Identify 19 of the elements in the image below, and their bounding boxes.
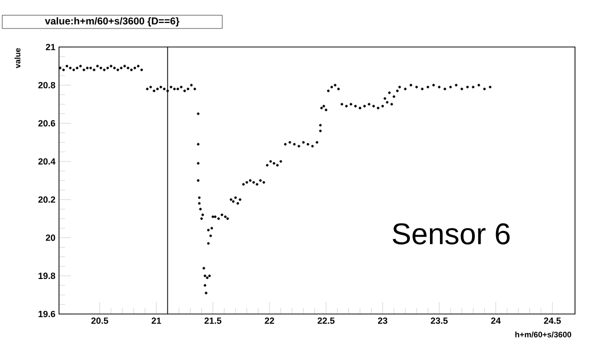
x-tick-label: 21.5 <box>204 318 222 324</box>
y-tick-label: 19.6 <box>38 310 56 318</box>
x-tick-label: 23 <box>378 318 388 324</box>
x-tick-label: 22.5 <box>318 318 335 324</box>
x-tick-label: 23.5 <box>430 318 448 324</box>
y-tick-label: 21 <box>46 44 56 50</box>
y-tick-label: 20.8 <box>38 82 56 88</box>
x-tick-label: 21 <box>152 318 162 324</box>
y-tick-label: 20.6 <box>38 120 56 126</box>
x-tick-label: 24.5 <box>544 318 561 324</box>
x-tick-label: 24 <box>491 318 501 324</box>
chart-title: value:h+m/60+s/3600 {D==6} <box>44 17 180 26</box>
y-tick-label: 20 <box>46 234 56 241</box>
y-tick-label: 20.2 <box>38 196 56 203</box>
x-tick-label: 22 <box>264 318 274 324</box>
y-tick-label: 19.8 <box>38 272 56 280</box>
y-tick-label: 20.4 <box>38 158 56 165</box>
annotation: Sensor 6 <box>392 223 510 244</box>
x-tick-label: 20.5 <box>91 318 108 324</box>
